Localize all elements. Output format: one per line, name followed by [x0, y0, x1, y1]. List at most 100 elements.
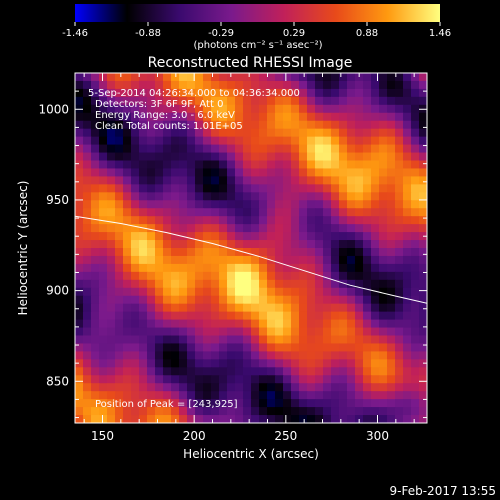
heatmap-cell — [75, 224, 84, 233]
heatmap-cell — [291, 383, 300, 392]
heatmap-cell — [419, 383, 427, 392]
heatmap-cell — [419, 311, 427, 321]
heatmap-cell — [91, 73, 100, 82]
heatmap-cell — [227, 104, 236, 114]
heatmap-cell — [395, 104, 404, 114]
heatmap-cell — [411, 399, 420, 408]
heatmap-cell — [155, 80, 164, 90]
peak-position-label: Position of Peak = [243,925] — [95, 399, 238, 410]
heatmap-cell — [363, 367, 372, 376]
heatmap-cell — [379, 184, 388, 193]
heatmap-cell — [243, 200, 252, 209]
heatmap-cell — [155, 287, 164, 297]
heatmap-cell — [411, 152, 420, 162]
heatmap-cell — [139, 351, 148, 360]
heatmap-cell — [123, 168, 132, 177]
heatmap-cell — [299, 375, 308, 384]
heatmap-cell — [107, 88, 116, 98]
heatmap-cell — [219, 80, 228, 90]
heatmap-cell — [251, 120, 260, 130]
heatmap-cell — [219, 335, 228, 345]
heatmap-cell — [131, 248, 140, 257]
heatmap-cell — [291, 112, 300, 122]
heatmap-cell — [307, 271, 316, 281]
heatmap-cell — [307, 343, 316, 352]
heatmap-cell — [339, 152, 348, 162]
heatmap-cell — [75, 319, 84, 329]
heatmap-cell — [147, 359, 156, 368]
heatmap-cell — [171, 240, 180, 249]
heatmap-cell — [219, 104, 228, 114]
heatmap-cell — [107, 303, 116, 313]
heatmap-cell — [299, 80, 308, 90]
heatmap-cell — [299, 351, 308, 360]
heatmap-cell — [75, 216, 84, 225]
heatmap-cell — [243, 287, 252, 297]
heatmap-cell — [275, 73, 284, 82]
heatmap-cell — [339, 367, 348, 376]
heatmap-cell — [411, 319, 420, 329]
heatmap-cell — [83, 287, 92, 297]
heatmap-cell — [107, 152, 116, 162]
heatmap-cell — [147, 200, 156, 209]
heatmap-cell — [403, 224, 412, 233]
heatmap-cell — [307, 311, 316, 321]
heatmap-cell — [403, 287, 412, 297]
heatmap-cell — [355, 399, 364, 408]
heatmap-cell — [147, 112, 156, 122]
heatmap-cell — [355, 359, 364, 368]
heatmap-cell — [171, 73, 180, 82]
heatmap-cell — [275, 96, 284, 106]
heatmap-cell — [107, 160, 116, 170]
heatmap-cell — [203, 343, 212, 352]
heatmap-cell — [307, 184, 316, 193]
heatmap-cell — [179, 104, 188, 114]
heatmap-cell — [363, 335, 372, 345]
heatmap-cell — [123, 240, 132, 249]
heatmap-cell — [387, 73, 396, 82]
heatmap-cell — [371, 319, 380, 329]
heatmap-cell — [259, 327, 268, 337]
heatmap-cell — [371, 248, 380, 257]
heatmap-cell — [203, 303, 212, 313]
heatmap-cell — [211, 351, 220, 360]
heatmap-cell — [379, 152, 388, 162]
heatmap-cell — [387, 327, 396, 337]
heatmap-cell — [411, 240, 420, 249]
heatmap-cell — [211, 112, 220, 122]
heatmap-cell — [211, 88, 220, 98]
heatmap-cell — [179, 303, 188, 313]
heatmap-cell — [83, 311, 92, 321]
annotation-line: Energy Range: 3.0 - 6.0 keV — [95, 110, 235, 121]
heatmap-cell — [395, 279, 404, 289]
heatmap-cell — [419, 96, 427, 106]
heatmap-cell — [75, 128, 84, 138]
heatmap-cell — [187, 351, 196, 360]
heatmap-cell — [155, 240, 164, 249]
heatmap-cell — [275, 319, 284, 329]
heatmap-cell — [171, 415, 180, 423]
heatmap-cell — [211, 327, 220, 337]
heatmap-cell — [371, 407, 380, 416]
heatmap-cell — [211, 200, 220, 209]
heatmap-cell — [131, 120, 140, 130]
heatmap-cell — [147, 96, 156, 106]
heatmap-cell — [387, 144, 396, 154]
heatmap-cell — [315, 80, 324, 90]
heatmap-cell — [419, 240, 427, 249]
heatmap-cell — [171, 295, 180, 305]
heatmap-cell — [379, 311, 388, 321]
heatmap-cell — [219, 136, 228, 146]
heatmap-cell — [155, 303, 164, 313]
heatmap-cell — [75, 120, 84, 130]
heatmap-cell — [91, 208, 100, 217]
heatmap-cell — [291, 152, 300, 162]
heatmap-cell — [371, 104, 380, 114]
heatmap-cell — [227, 160, 236, 170]
heatmap-cell — [83, 184, 92, 193]
heatmap-cell — [299, 271, 308, 281]
heatmap-cell — [163, 415, 172, 423]
heatmap-cell — [171, 303, 180, 313]
heatmap-cell — [163, 383, 172, 392]
colorbar-tick-label: 0.88 — [356, 28, 378, 39]
